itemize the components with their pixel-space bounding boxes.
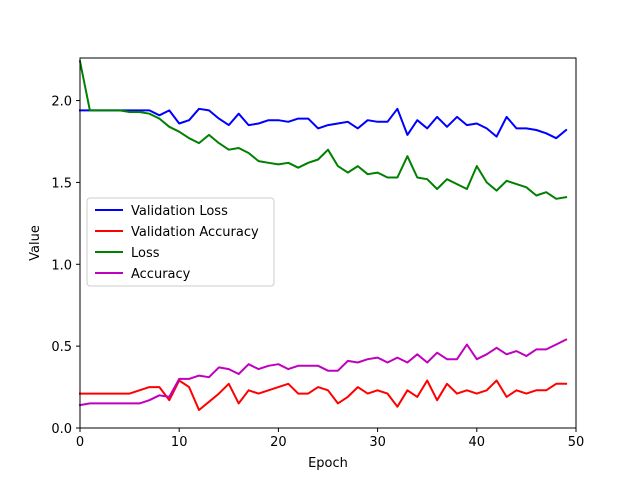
legend-box xyxy=(86,197,275,287)
series-line-0 xyxy=(79,107,568,140)
legend-label: Validation Loss xyxy=(131,204,228,219)
y-tick-label: 0.5 xyxy=(51,340,72,355)
legend-label: Validation Accuracy xyxy=(131,225,259,240)
x-tick-label: 40 xyxy=(469,435,486,450)
plot-frame xyxy=(79,57,577,429)
y-axis-label: Value xyxy=(28,225,43,261)
x-tick-label: 0 xyxy=(76,435,84,450)
y-tick-label: 0.0 xyxy=(51,422,72,437)
series-lines xyxy=(78,60,568,411)
legend-label: Accuracy xyxy=(131,267,191,282)
x-axis-label: Epoch xyxy=(308,456,348,471)
x-tick-label: 30 xyxy=(369,435,386,450)
y-axis-ticks: 0.0 0.5 1.0 1.5 2.0 xyxy=(51,95,80,437)
y-tick-label: 1.5 xyxy=(51,176,72,191)
series-line-1 xyxy=(79,379,568,411)
series-line-2 xyxy=(78,60,568,200)
x-tick-label: 20 xyxy=(270,435,287,450)
x-axis-ticks: 0 10 20 30 40 50 xyxy=(76,428,584,450)
legend-label: Loss xyxy=(131,246,160,261)
x-tick-label: 10 xyxy=(171,435,188,450)
x-tick-label: 50 xyxy=(568,435,585,450)
y-tick-label: 1.0 xyxy=(51,258,72,273)
y-tick-label: 2.0 xyxy=(51,95,72,110)
legend: Validation Loss Validation Accuracy Loss Ac… xyxy=(86,197,275,287)
series-line-3 xyxy=(78,338,568,407)
